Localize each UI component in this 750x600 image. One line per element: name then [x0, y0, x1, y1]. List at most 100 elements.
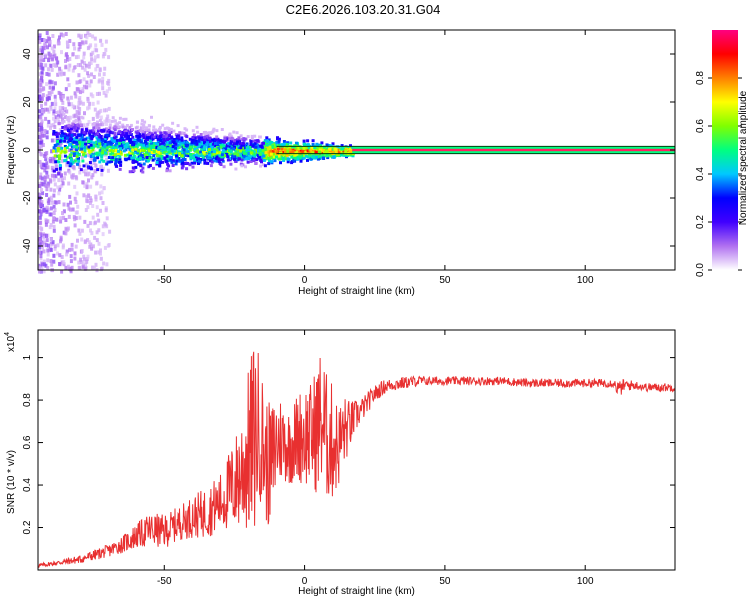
- heatmap-cell: [86, 172, 90, 177]
- heatmap-cell: [136, 151, 139, 155]
- heatmap-cell: [87, 131, 91, 135]
- heatmap-cell: [150, 141, 154, 145]
- heatmap-cell: [188, 137, 192, 141]
- heatmap-cell: [110, 119, 114, 123]
- heatmap-cell: [123, 153, 127, 157]
- heatmap-cell: [92, 126, 96, 130]
- heatmap-cell: [99, 208, 102, 213]
- heatmap-cell: [149, 152, 153, 156]
- heatmap-cell: [95, 92, 99, 96]
- heatmap-cell: [169, 144, 173, 147]
- heatmap-cell: [182, 140, 185, 144]
- heatmap-cell: [178, 152, 182, 156]
- heatmap-cell: [261, 152, 265, 156]
- heatmap-cell: [69, 159, 73, 163]
- heatmap-cell: [165, 154, 169, 158]
- heatmap-cell: [302, 139, 306, 143]
- heatmap-cell: [105, 162, 109, 166]
- heatmap-cell: [56, 60, 60, 65]
- heatmap-cell: [332, 155, 336, 159]
- heatmap-cell: [257, 154, 260, 158]
- heatmap-cell: [94, 250, 98, 255]
- heatmap-cell: [59, 109, 62, 114]
- heatmap-cell: [83, 219, 87, 224]
- heatmap-cell: [79, 123, 83, 127]
- heatmap-cell: [132, 156, 136, 160]
- heatmap-cell: [103, 142, 107, 146]
- heatmap-cell: [113, 146, 117, 150]
- heatmap-cell: [75, 135, 79, 139]
- heatmap-cell: [75, 87, 79, 92]
- heatmap-cell: [88, 153, 92, 158]
- trace-band-core: [352, 148, 675, 152]
- heatmap-cell: [71, 207, 75, 212]
- heatmap-cell: [81, 89, 85, 94]
- heatmap-cell: [304, 154, 308, 158]
- heatmap-cell: [89, 242, 93, 247]
- heatmap-cell: [81, 265, 85, 269]
- heatmap-cell: [78, 215, 82, 220]
- heatmap-cell: [41, 66, 45, 71]
- heatmap-cell: [63, 127, 67, 131]
- heatmap-cell: [197, 135, 201, 139]
- heatmap-cell: [314, 155, 318, 159]
- heatmap-cell: [172, 138, 176, 141]
- heatmap-cell: [72, 42, 76, 47]
- heatmap-cell: [121, 123, 125, 127]
- heatmap-cell: [95, 181, 99, 186]
- heatmap-cell: [61, 211, 64, 215]
- heatmap-cell: [74, 244, 78, 249]
- heatmap-cell: [55, 164, 58, 169]
- heatmap-cell: [131, 160, 135, 164]
- heatmap-cell: [254, 147, 257, 151]
- heatmap-cell: [46, 183, 50, 188]
- heatmap-cell: [76, 105, 80, 110]
- heatmap-cell: [251, 144, 255, 148]
- snr-y-tick-label: 1: [22, 354, 33, 360]
- heatmap-cell: [265, 139, 269, 143]
- heatmap-cell: [96, 132, 99, 136]
- heatmap-cell: [165, 152, 169, 156]
- heatmap-cell: [111, 149, 115, 153]
- heatmap-cell: [280, 155, 284, 159]
- heatmap-cell: [85, 198, 89, 203]
- heatmap-cell: [200, 138, 204, 142]
- heatmap-cell: [215, 129, 219, 133]
- heatmap-cell: [139, 140, 143, 144]
- heatmap-cell: [208, 157, 212, 161]
- heatmap-cell: [183, 127, 187, 131]
- heatmap-cell: [259, 158, 263, 162]
- heatmap-cell: [177, 140, 181, 144]
- heatmap-cell: [78, 140, 82, 144]
- heatmap-cell: [141, 157, 145, 161]
- heatmap-cell: [88, 61, 91, 66]
- heatmap-cell: [99, 248, 102, 253]
- heatmap-cell: [181, 161, 185, 165]
- heatmap-cell: [77, 133, 81, 137]
- heatmap-cell: [135, 131, 139, 135]
- heatmap-cell: [299, 151, 303, 155]
- heatmap-cell: [99, 251, 102, 256]
- heatmap-cell: [126, 143, 129, 147]
- heatmap-cell: [318, 154, 322, 158]
- colorbar-gradient: [712, 30, 738, 270]
- heatmap-cell: [309, 148, 313, 152]
- heatmap-cell: [55, 217, 59, 222]
- heatmap-cell: [113, 125, 117, 129]
- heatmap-cell: [135, 158, 139, 162]
- heatmap-cell: [158, 154, 162, 158]
- heatmap-cell: [100, 155, 104, 158]
- heatmap-cell: [69, 259, 73, 264]
- heatmap-cell: [104, 208, 108, 213]
- heatmap-cell: [228, 144, 232, 148]
- heatmap-cell: [96, 129, 100, 133]
- heatmap-cell: [229, 150, 233, 154]
- heatmap-cell: [38, 146, 41, 151]
- heatmap-cell: [89, 201, 92, 205]
- heatmap-cell: [185, 151, 189, 155]
- heatmap-y-axis-label: Frequency (Hz): [6, 116, 17, 185]
- heatmap-cell: [208, 159, 212, 163]
- heatmap-cell: [195, 125, 199, 129]
- heatmap-cell: [203, 158, 207, 162]
- heatmap-cell: [60, 149, 64, 153]
